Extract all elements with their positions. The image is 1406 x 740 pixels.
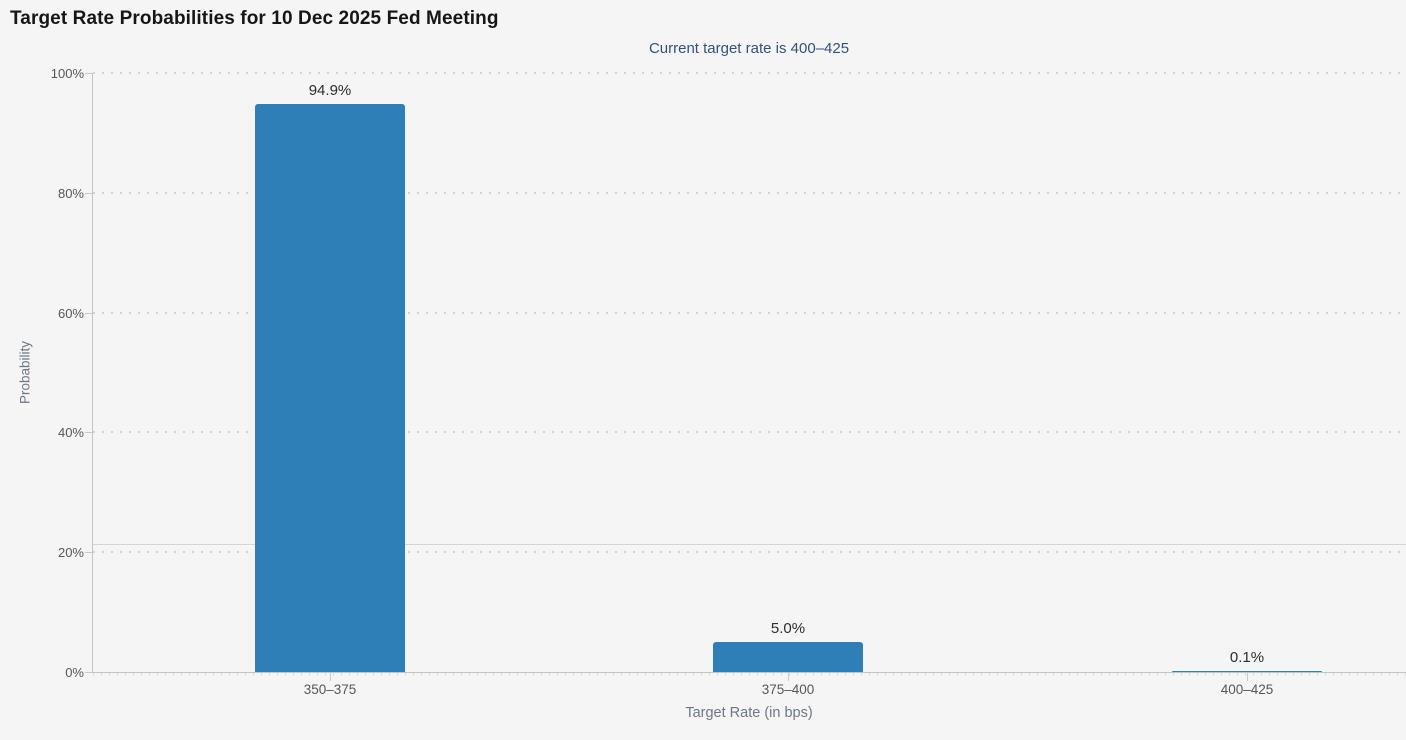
bar-value-label: 0.1% [1229,649,1265,666]
gridline-20% [93,551,1406,554]
x-category-label: 400–425 [1220,682,1274,697]
y-tick-mark [85,552,92,554]
chart-subtitle: Current target rate is 400–425 [648,40,850,57]
y-tick-mark [85,73,92,74]
bar-350–375[interactable] [255,104,405,672]
gridline-40% [93,431,1406,434]
gridline-100% [93,72,1406,74]
x-axis-line [92,672,1406,673]
x-tick-mark [788,672,789,681]
gridline-60% [93,311,1406,314]
x-tick-mark [330,672,331,681]
x-axis-minor-ticks [93,673,1406,676]
x-category-label: 375–400 [761,682,815,697]
y-tick-label: 100% [50,66,84,81]
x-axis-title: Target Rate (in bps) [685,705,813,721]
y-tick-label: 0% [65,665,84,680]
x-tick-mark [1247,672,1248,681]
y-tick-label: 80% [57,185,84,201]
bar-375–400[interactable] [713,642,863,672]
y-tick-label: 20% [57,545,84,561]
chart-title: Target Rate Probabilities for 10 Dec 202… [10,8,499,29]
y-tick-label: 60% [57,305,84,321]
y-tick-label: 40% [57,425,84,441]
y-tick-mark [85,672,92,673]
x-category-label: 350–375 [303,682,357,697]
y-tick-mark [85,312,92,314]
gridline-80% [93,191,1406,194]
bar-400–425[interactable] [1172,671,1322,672]
y-axis-title: Probability [17,340,33,405]
y-tick-mark [85,192,92,194]
y-tick-mark [85,432,92,434]
bar-value-label: 5.0% [770,620,806,637]
crosshair-line [92,543,1406,545]
bar-value-label: 94.9% [308,82,352,99]
y-axis-line [92,73,93,673]
